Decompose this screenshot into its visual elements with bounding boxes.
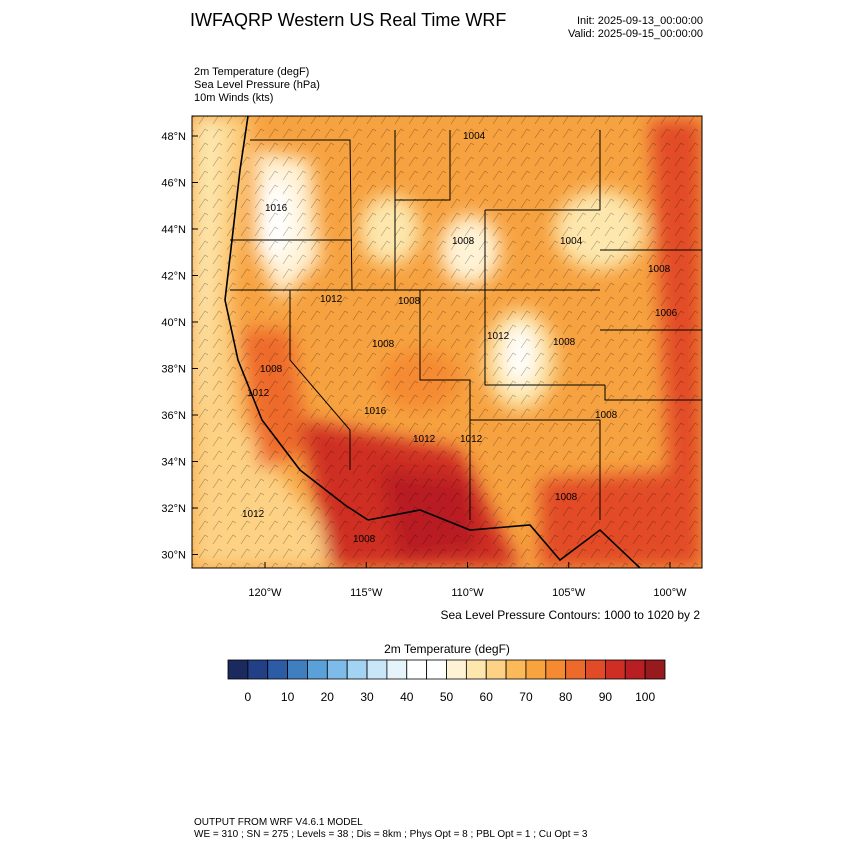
colorbar-box <box>485 659 507 680</box>
lat-label: 32°N <box>161 503 186 515</box>
colorbar-box <box>287 659 308 680</box>
contour-label: 1008 <box>452 236 475 247</box>
colorbar-label: 10 <box>281 690 295 704</box>
colorbar-box <box>366 659 388 680</box>
footer-line: WE = 310 ; SN = 275 ; Levels = 38 ; Dis … <box>194 829 588 840</box>
lat-label: 30°N <box>161 550 186 562</box>
valid-time: Valid: 2025-09-15_00:00:00 <box>568 28 703 40</box>
colorbar-box <box>326 659 348 680</box>
lat-label: 48°N <box>161 131 186 143</box>
contour-label: 1012 <box>487 331 510 342</box>
field-label: 2m Temperature (degF) <box>194 66 309 78</box>
contour-note: Sea Level Pressure Contours: 1000 to 102… <box>441 608 701 622</box>
field-label: Sea Level Pressure (hPa) <box>194 79 320 91</box>
colorbar-label: 40 <box>400 690 414 704</box>
map-frame <box>191 115 703 569</box>
contour-label: 1008 <box>353 534 376 545</box>
colorbar-box <box>267 659 288 680</box>
lat-label: 40°N <box>161 317 186 329</box>
footer-line: OUTPUT FROM WRF V4.6.1 MODEL <box>194 817 363 828</box>
contour-label: 1008 <box>398 296 421 307</box>
colorbar-box <box>465 659 487 680</box>
lat-label: 38°N <box>161 364 186 376</box>
contour-label: 1012 <box>413 434 436 445</box>
colorbar-box <box>227 659 249 680</box>
colorbar-label: 0 <box>245 690 252 704</box>
colorbar-box <box>605 659 626 680</box>
lon-label: 100°W <box>653 587 687 599</box>
contour-label: 1012 <box>460 434 483 445</box>
colorbar-label: 70 <box>519 690 533 704</box>
wind-barbs <box>192 116 702 568</box>
contour-label: 1008 <box>260 364 283 375</box>
colorbar-box <box>624 659 646 680</box>
contour-label: 1008 <box>595 410 618 421</box>
contour-label: 1008 <box>553 337 576 348</box>
colorbar-box <box>386 659 408 680</box>
contour-label: 1004 <box>463 131 486 142</box>
contour-label: 1016 <box>364 406 387 417</box>
lon-label: 120°W <box>248 587 282 599</box>
colorbar-box <box>565 659 586 680</box>
title: IWFAQRP Western US Real Time WRF <box>190 10 506 30</box>
contour-labels: 1004 1016 1008 1004 1008 1006 1012 1008 … <box>242 131 678 545</box>
colorbar-label: 60 <box>480 690 494 704</box>
lon-label: 115°W <box>350 587 383 599</box>
colorbar-label: 80 <box>559 690 573 704</box>
colorbar-box <box>545 659 567 680</box>
colorbar-box <box>525 659 547 680</box>
init-time: Init: 2025-09-13_00:00:00 <box>577 15 703 27</box>
colorbar-label: 20 <box>321 690 335 704</box>
contour-label: 1008 <box>648 264 671 275</box>
map-field <box>192 116 702 568</box>
colorbar-box <box>307 659 328 680</box>
colorbar-box <box>346 659 368 680</box>
colorbar-box <box>406 659 428 680</box>
lat-label: 36°N <box>161 410 186 422</box>
contour-label: 1012 <box>247 388 270 399</box>
contour-label: 1012 <box>242 509 265 520</box>
field-label: 10m Winds (kts) <box>194 92 273 104</box>
colorbar-box <box>426 659 447 680</box>
contour-label: 1008 <box>372 339 395 350</box>
colorbar-box <box>505 659 527 680</box>
colorbar-title: 2m Temperature (degF) <box>384 642 510 656</box>
lat-label: 42°N <box>161 271 186 283</box>
colorbar-box <box>644 659 666 680</box>
lat-label: 46°N <box>161 178 186 190</box>
lon-label: 110°W <box>451 587 484 599</box>
contour-label: 1004 <box>560 236 583 247</box>
lon-label: 105°W <box>552 587 586 599</box>
colorbar-label: 30 <box>360 690 374 704</box>
lat-label: 44°N <box>161 224 186 236</box>
colorbar-label: 100 <box>635 690 655 704</box>
contour-label: 1008 <box>555 492 578 503</box>
colorbar-label: 90 <box>599 690 613 704</box>
colorbar-box <box>247 659 269 680</box>
lat-label: 34°N <box>161 457 186 469</box>
contour-label: 1006 <box>655 308 678 319</box>
colorbar-box <box>446 659 467 680</box>
colorbar-label: 50 <box>440 690 454 704</box>
boundaries <box>224 116 702 568</box>
colorbar-box <box>585 659 606 680</box>
contour-label: 1012 <box>320 294 343 305</box>
contour-label: 1016 <box>265 203 288 214</box>
